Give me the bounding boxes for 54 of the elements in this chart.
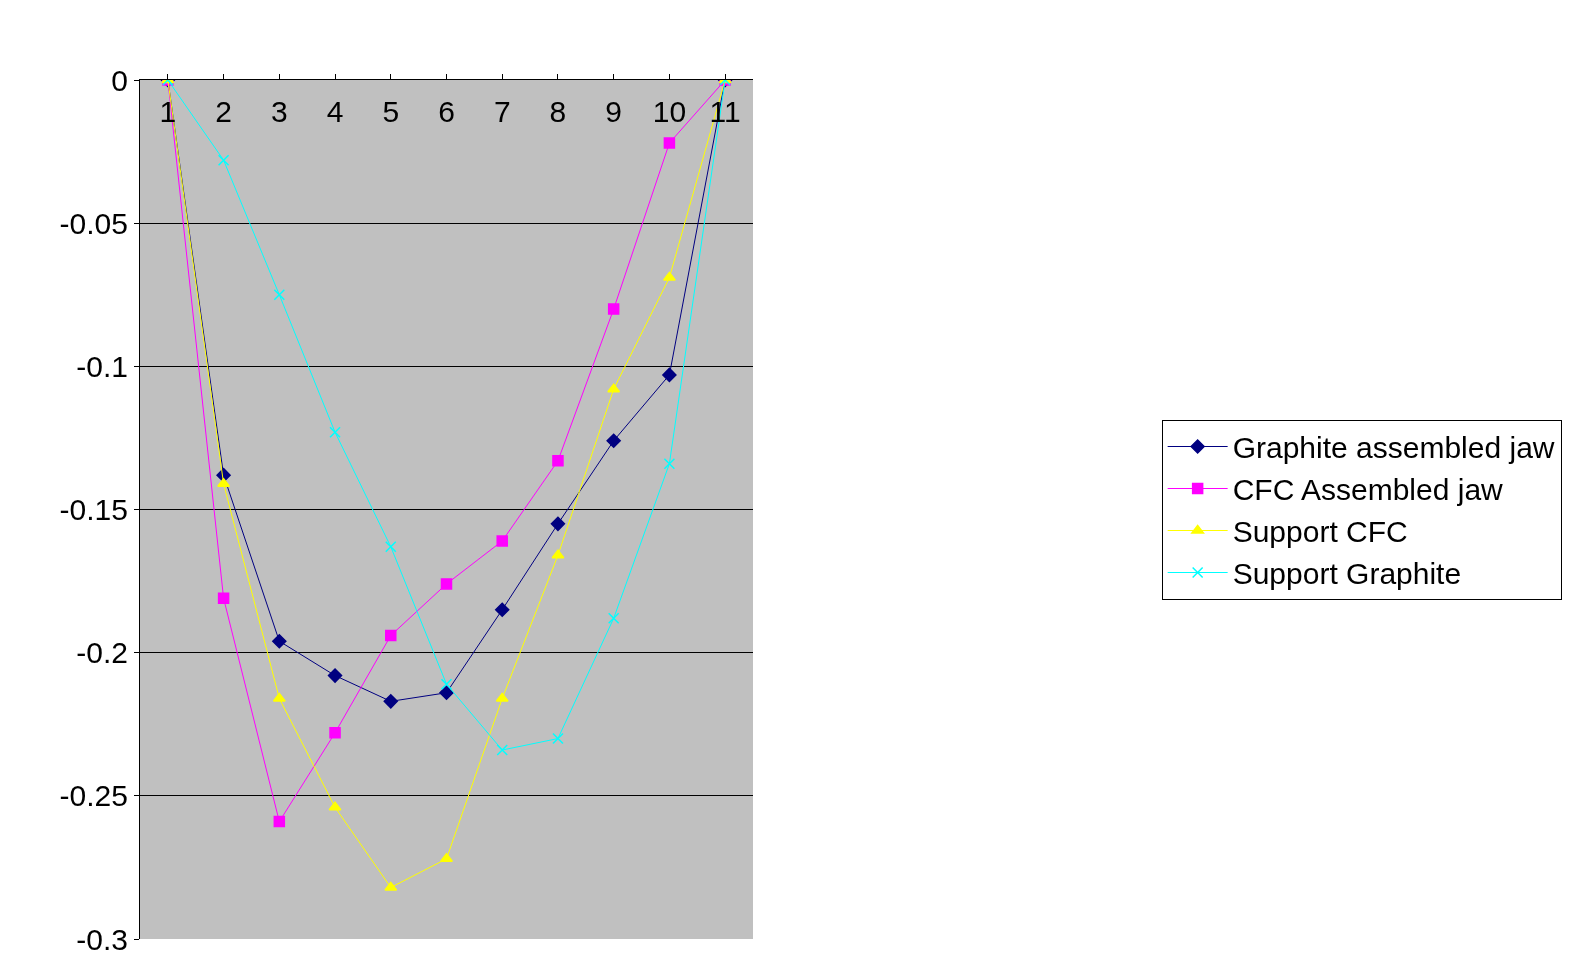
point (217, 154, 230, 166)
point (439, 685, 454, 700)
point (329, 727, 341, 739)
point (663, 457, 676, 470)
point (607, 383, 621, 393)
point (606, 433, 621, 449)
y-tick-label: 0 (111, 63, 128, 97)
point (552, 455, 564, 467)
legend-label: Support Graphite (1232, 557, 1462, 591)
point (385, 629, 397, 642)
point (329, 426, 341, 438)
x-tick-label: 2 (215, 95, 232, 128)
point (607, 612, 620, 625)
y-tick-label: -0.3 (76, 922, 128, 956)
point (495, 692, 509, 702)
point (440, 578, 453, 590)
point (551, 549, 565, 559)
point (273, 815, 286, 828)
x-tick-label: 7 (493, 95, 511, 128)
point (494, 602, 510, 617)
x-tick-label: 4 (326, 95, 344, 128)
point (273, 289, 286, 301)
point (327, 668, 343, 683)
point (272, 692, 286, 702)
y-tick-label: -0.25 (59, 779, 128, 813)
y-tick-label: -0.05 (59, 206, 128, 240)
x-tick-label: 6 (438, 95, 455, 128)
x-tick-label: 9 (605, 95, 623, 128)
point (496, 535, 508, 547)
legend-label: CFC Assembled jaw (1232, 473, 1504, 507)
x-tick-label: 5 (382, 95, 400, 128)
point (550, 516, 566, 532)
point (328, 801, 342, 811)
point (662, 271, 676, 281)
point (384, 881, 398, 891)
point (217, 592, 230, 605)
point (496, 744, 508, 756)
x-tick-label: 10 (652, 95, 687, 128)
point (385, 540, 397, 553)
point (383, 694, 399, 709)
x-tick-label: 8 (549, 95, 567, 128)
point (272, 633, 287, 649)
point (607, 303, 620, 315)
point (662, 367, 677, 383)
legend-label: Graphite assembled jaw (1232, 431, 1555, 465)
y-tick-label: -0.2 (76, 636, 128, 670)
point (663, 137, 676, 149)
x-tick-label: 3 (270, 95, 288, 128)
y-tick-label: -0.1 (76, 349, 128, 383)
y-tick-label: -0.15 (59, 493, 128, 526)
point (217, 477, 231, 487)
point (440, 678, 453, 690)
legend-label: Support CFC (1232, 515, 1408, 549)
point (552, 732, 564, 745)
